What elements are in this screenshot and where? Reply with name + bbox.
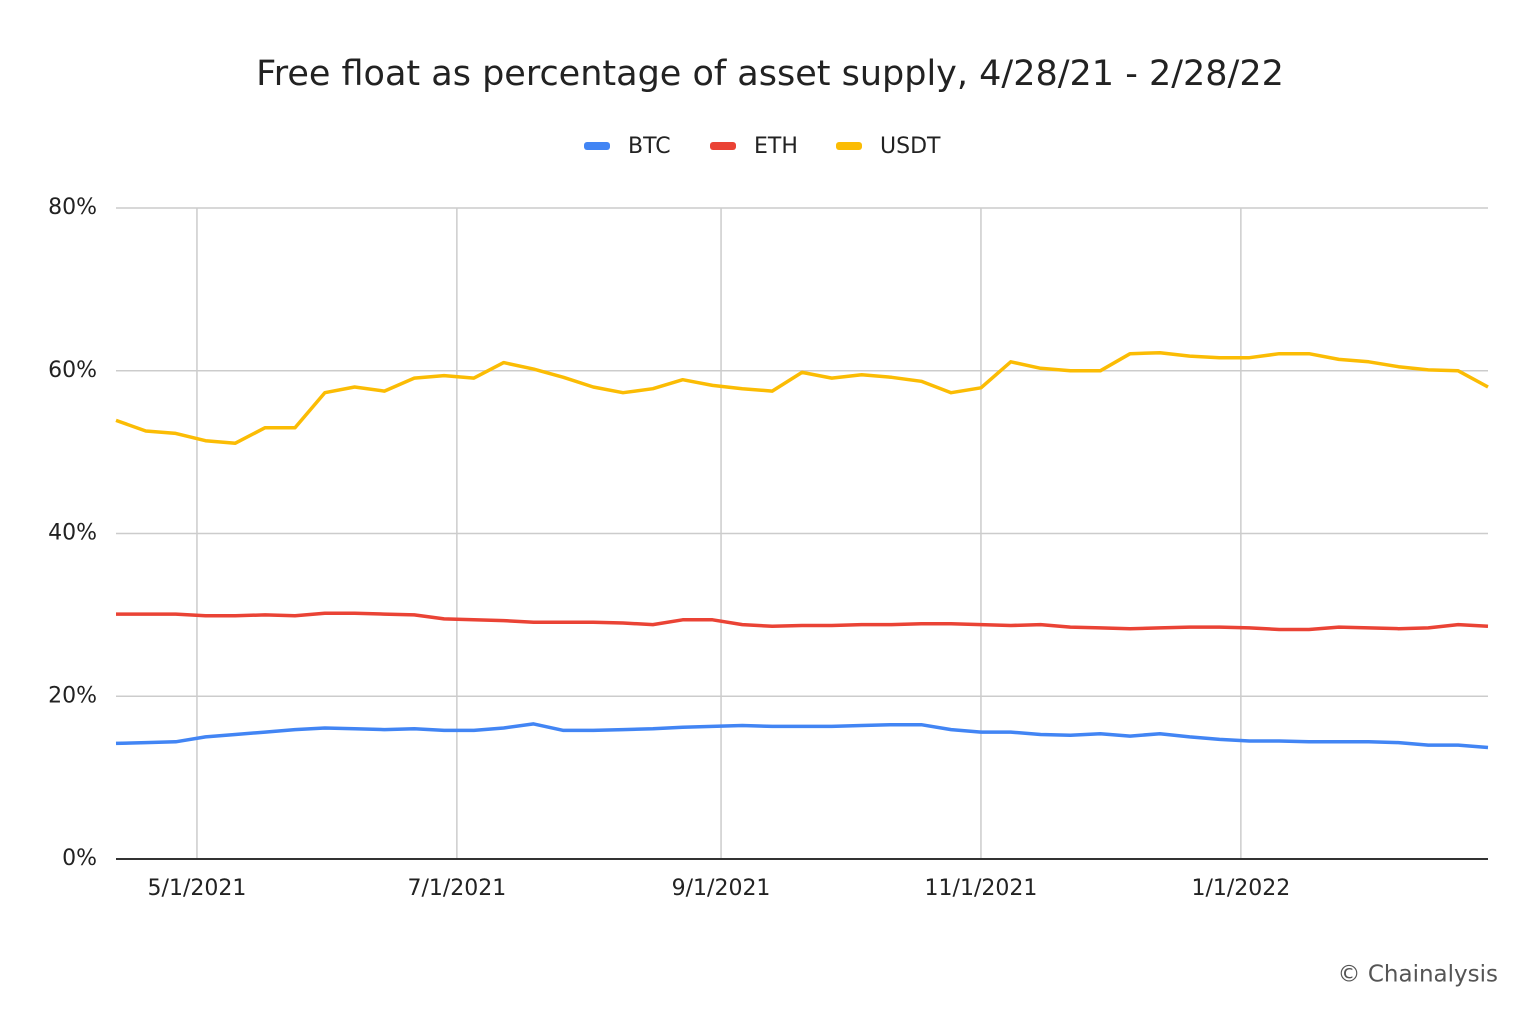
y-tick-label: 20% <box>48 683 97 708</box>
series-line <box>115 722 1489 750</box>
legend-swatch <box>584 142 610 150</box>
x-tick-label: 9/1/2021 <box>672 876 771 901</box>
x-tick-label: 1/1/2022 <box>1191 876 1290 901</box>
legend-label: USDT <box>880 134 941 159</box>
y-tick-label: 0% <box>62 846 97 871</box>
x-tick-label: 11/1/2021 <box>925 876 1038 901</box>
series-line <box>116 611 1489 632</box>
legend-swatch <box>836 142 862 150</box>
y-tick-label: 60% <box>48 358 97 383</box>
legend-label: ETH <box>754 134 798 159</box>
series-line <box>115 351 1489 445</box>
footer: © Chainalysis <box>1338 962 1498 988</box>
x-tick-label: 5/1/2021 <box>148 876 247 901</box>
y-tick-label: 40% <box>48 521 97 546</box>
y-tick-label: 80% <box>48 195 97 220</box>
legend-label: BTC <box>628 134 671 159</box>
legend-swatch <box>710 142 736 150</box>
x-tick-label: 7/1/2021 <box>407 876 506 901</box>
chart-title: Free float as percentage of asset supply… <box>256 54 1284 94</box>
